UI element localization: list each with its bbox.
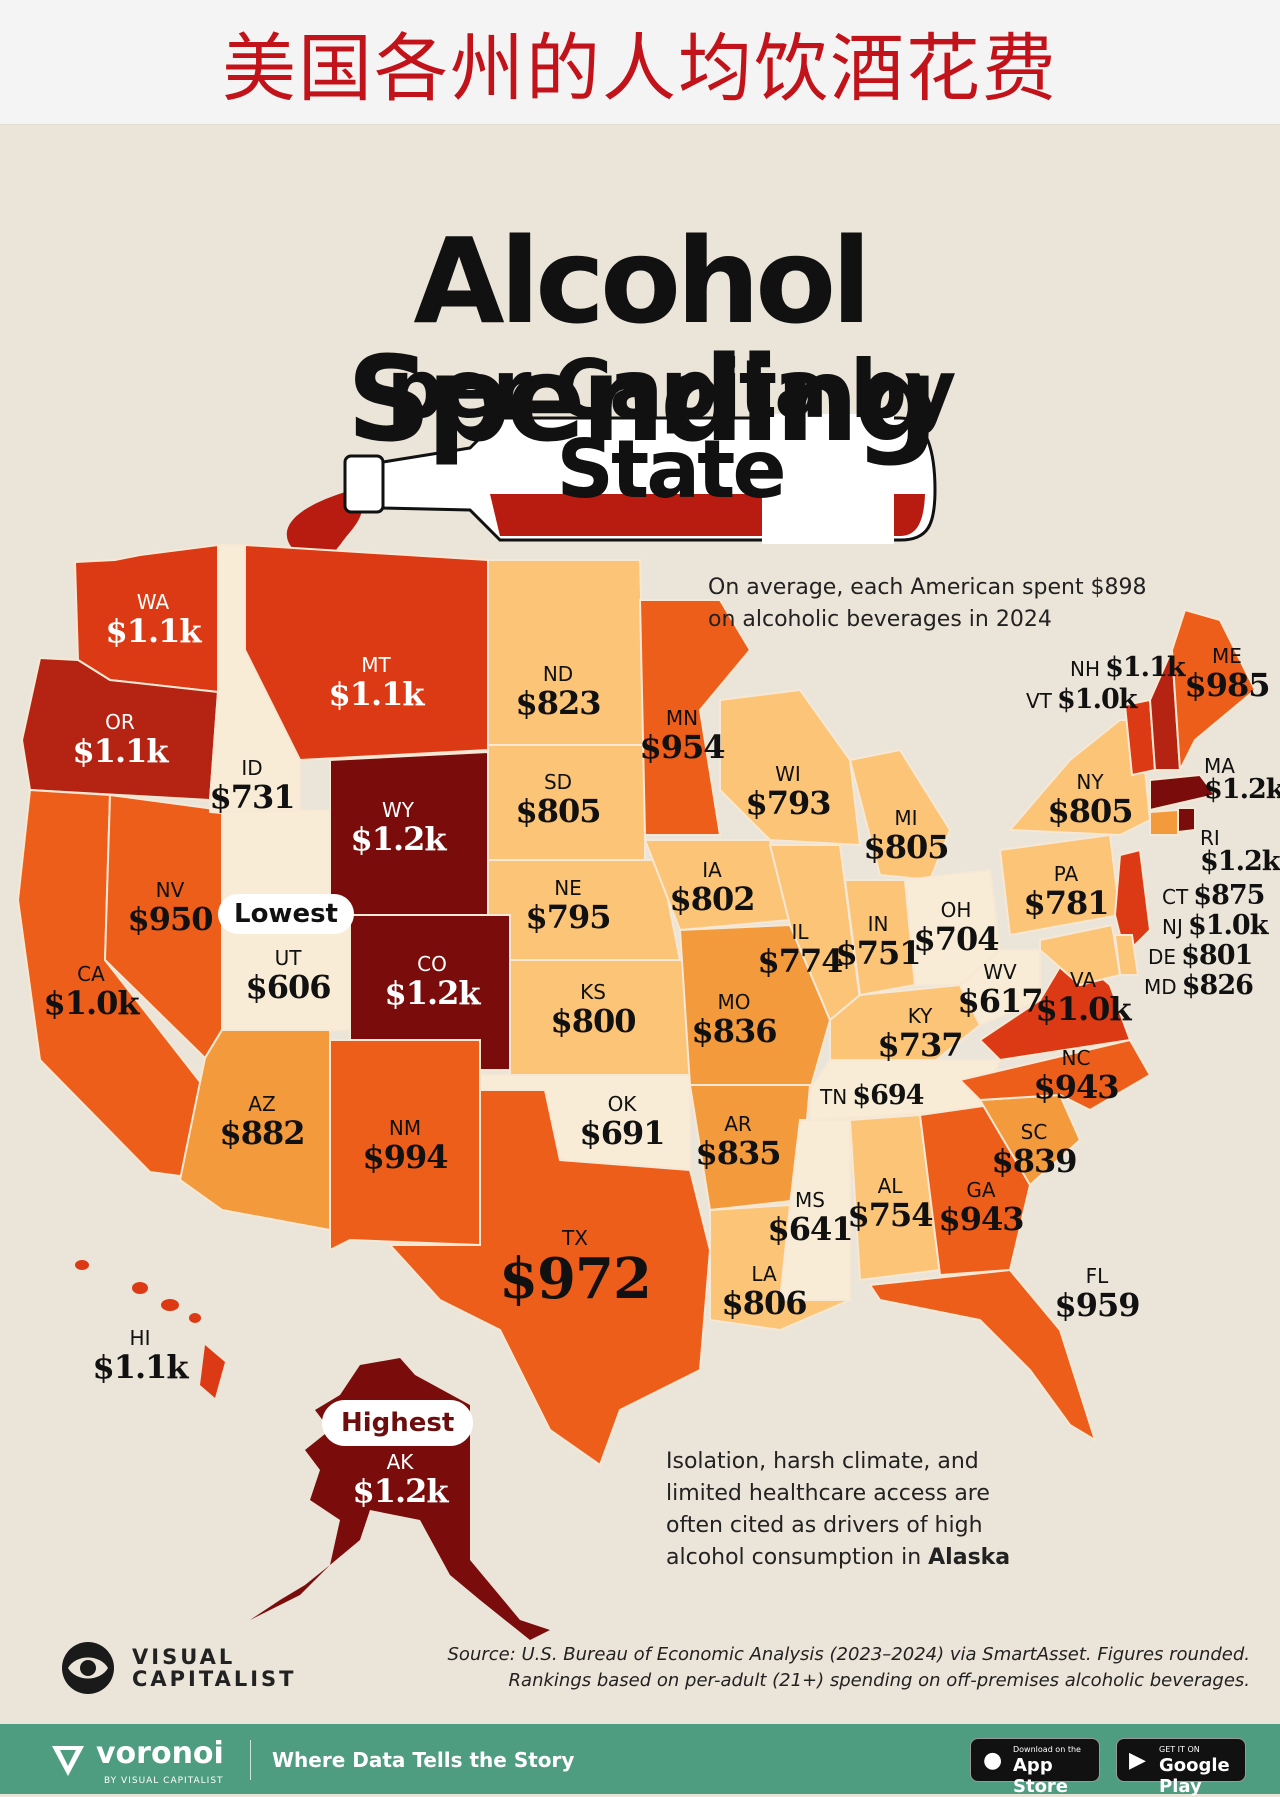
label-VT: VT $1.0k — [1026, 684, 1137, 715]
state-RI[interactable] — [1177, 807, 1196, 834]
label-VA: VA $1.0k — [1035, 968, 1131, 1028]
label-ME: ME $985 — [1184, 644, 1270, 704]
alaska-note: Isolation, harsh climate, and limited he… — [666, 1449, 1011, 1570]
google-play-icon: ▶ — [1129, 1748, 1146, 1773]
label-NH: NH $1.1k — [1070, 652, 1186, 683]
state-GA[interactable] — [918, 1103, 1032, 1277]
label-TN: TN $694 — [820, 1080, 924, 1111]
label-IL: IL $774 — [757, 920, 843, 980]
apple-icon: ● — [983, 1748, 1003, 1773]
state-MA[interactable] — [1149, 773, 1217, 812]
label-NY: NY $805 — [1047, 770, 1133, 830]
label-TX: TX $972 — [499, 1226, 652, 1312]
bottle-illustration — [280, 414, 937, 598]
state-MI[interactable] — [848, 748, 952, 882]
state-MT[interactable] — [244, 543, 489, 762]
state-WV[interactable] — [958, 949, 1041, 1027]
label-MI: MI $805 — [863, 806, 949, 866]
label-NV: NV $950 — [127, 878, 213, 938]
label-IA: IA $802 — [669, 858, 755, 918]
footer-bar: voronoi BY VISUAL CAPITALIST Where Data … — [0, 1724, 1280, 1797]
state-MN[interactable] — [638, 599, 752, 836]
state-MS[interactable] — [778, 1119, 851, 1301]
state-MD[interactable] — [1039, 923, 1122, 987]
label-MS: MS $641 — [767, 1188, 853, 1248]
label-NC: NC $943 — [1033, 1046, 1119, 1106]
visual-capitalist-wordmark: VISUAL CAPITALIST — [132, 1645, 297, 1692]
label-OR: OR $1.1k — [72, 710, 168, 770]
label-AL: AL $754 — [847, 1174, 933, 1234]
label-SC: SC $839 — [991, 1120, 1077, 1180]
state-AZ[interactable] — [178, 1029, 331, 1232]
label-WI: WI $793 — [745, 762, 831, 822]
footer-divider — [250, 1740, 251, 1780]
state-CT[interactable] — [1149, 808, 1179, 836]
footer-tagline: Where Data Tells the Story — [272, 1748, 575, 1772]
state-MO[interactable] — [678, 923, 832, 1092]
state-FL[interactable] — [868, 1268, 1097, 1443]
label-ID: ID $731 — [209, 756, 295, 816]
state-ME[interactable] — [1170, 608, 1257, 774]
label-MO: MO $836 — [691, 990, 777, 1050]
label-SD: SD $805 — [515, 770, 601, 830]
state-NJ[interactable] — [1113, 848, 1152, 957]
app-store-badge[interactable]: ● Download on the App Store — [970, 1738, 1100, 1797]
state-NM[interactable] — [329, 1039, 481, 1252]
chinese-title-banner: 美国各州的人均饮酒花费 — [0, 0, 1280, 125]
label-PA: PA $781 — [1023, 862, 1109, 922]
label-WV: WV $617 — [957, 960, 1043, 1020]
subtitle: per Capita by State — [386, 343, 957, 516]
label-OK: OK $691 — [579, 1092, 665, 1152]
label-AR: AR $835 — [695, 1112, 781, 1172]
label-DE: DE $801 — [1148, 940, 1253, 971]
label-MT: MT $1.1k — [328, 653, 424, 713]
label-NJ: NJ $1.0k — [1162, 910, 1268, 941]
label-RI: RI $1.2k — [1200, 826, 1280, 877]
state-TX[interactable] — [387, 1089, 712, 1467]
label-MN: MN $954 — [639, 706, 725, 766]
label-GA: GA $943 — [938, 1178, 1024, 1238]
label-KS: KS $800 — [550, 980, 636, 1040]
state-WI[interactable] — [719, 688, 862, 847]
voronoi-byline: BY VISUAL CAPITALIST — [104, 1776, 224, 1786]
label-OH: OH $704 — [913, 898, 999, 958]
aleutian-islands — [250, 1565, 330, 1620]
label-NE: NE $795 — [525, 876, 611, 936]
label-MD: MD $826 — [1144, 970, 1254, 1001]
label-CA: CA $1.0k — [43, 962, 139, 1022]
voronoi-logo-icon — [52, 1746, 84, 1776]
label-WY: WY $1.2k — [350, 798, 446, 858]
label-AZ: AZ $882 — [219, 1092, 305, 1152]
label-WA: WA $1.1k — [105, 590, 201, 650]
bottle-label — [762, 414, 894, 544]
voronoi-wordmark: voronoi — [96, 1736, 224, 1771]
label-NM: NM $994 — [362, 1116, 448, 1176]
label-UT: UT $606 — [245, 946, 331, 1006]
label-ND: ND $823 — [515, 662, 601, 722]
label-IN: IN $751 — [835, 912, 921, 972]
average-note: On average, each American spent $898 on … — [708, 575, 1147, 632]
label-CO: CO $1.2k — [384, 952, 480, 1012]
source-note: Source: U.S. Bureau of Economic Analysis… — [447, 1644, 1251, 1692]
visual-capitalist-logo-icon — [62, 1642, 114, 1694]
label-HI: HI $1.1k — [92, 1326, 188, 1386]
label-CT: CT $875 — [1162, 880, 1265, 911]
state-HI[interactable] — [75, 1260, 225, 1398]
highest-callout: Highest — [322, 1400, 474, 1446]
label-KY: KY $737 — [877, 1004, 963, 1064]
label-MA: MA $1.2k — [1204, 754, 1280, 805]
chinese-title: 美国各州的人均饮酒花费 — [222, 25, 1058, 112]
main-title: Alcohol Spending — [346, 212, 939, 468]
label-AK: AK $1.2k — [352, 1450, 448, 1510]
label-FL: FL $959 — [1054, 1264, 1140, 1324]
google-play-badge[interactable]: ▶ GET IT ON Google Play — [1116, 1738, 1246, 1797]
label-LA: LA $806 — [721, 1262, 807, 1322]
lowest-callout: Lowest — [218, 894, 354, 934]
